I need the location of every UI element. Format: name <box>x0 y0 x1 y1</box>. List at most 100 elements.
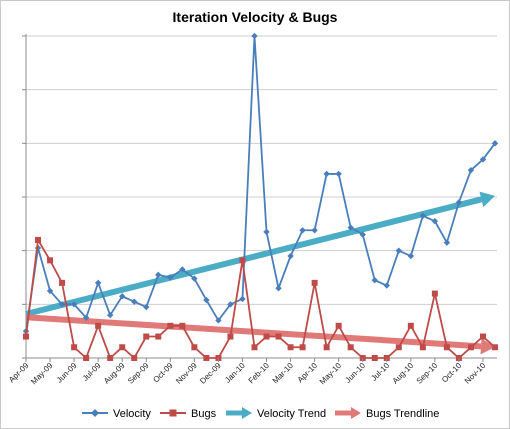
data-point <box>106 311 114 319</box>
data-point <box>227 301 234 308</box>
data-point <box>323 170 330 178</box>
data-point <box>479 333 486 340</box>
data-point <box>155 271 162 279</box>
data-point <box>311 227 318 234</box>
data-point <box>215 317 222 324</box>
data-point <box>107 355 114 361</box>
data-point <box>492 344 498 351</box>
x-tick-label: Apr-10 <box>296 361 320 385</box>
data-point <box>419 212 427 219</box>
data-point <box>347 344 354 351</box>
legend-label: Velocity Trend <box>257 408 326 420</box>
data-point <box>443 239 451 246</box>
x-tick-label: Dec-09 <box>198 361 223 386</box>
data-point <box>203 355 210 361</box>
data-point <box>131 355 138 361</box>
data-point <box>47 257 54 264</box>
data-point <box>94 279 102 287</box>
x-tick-label: Sep-09 <box>126 361 151 386</box>
data-point <box>275 285 282 292</box>
x-tick-label: Jul-09 <box>81 361 103 383</box>
data-point <box>419 344 426 351</box>
data-point <box>299 227 306 234</box>
data-point <box>467 166 475 174</box>
data-point <box>371 355 378 361</box>
series-velocity <box>22 32 499 335</box>
data-point <box>335 322 342 329</box>
x-tick-label: Jul-10 <box>369 361 391 383</box>
legend: Velocity Bugs Velocity Trend Bugs Trendline <box>82 407 439 420</box>
trend-arrow-shaft <box>25 314 482 350</box>
trend-arrow <box>25 314 495 355</box>
data-point <box>203 296 210 304</box>
data-point <box>239 295 246 303</box>
data-point <box>335 170 342 178</box>
series-line <box>25 35 496 332</box>
series-bugs <box>23 236 498 361</box>
data-point <box>467 344 474 351</box>
data-point <box>71 344 78 351</box>
legend-label: Bugs Trendline <box>366 408 439 420</box>
data-point <box>239 257 246 264</box>
data-point <box>455 199 463 206</box>
data-point <box>299 344 306 351</box>
data-point <box>59 279 66 286</box>
x-tick-label: Sep-10 <box>415 361 440 386</box>
axes <box>22 34 497 359</box>
data-point <box>431 217 439 225</box>
x-tick-label: Jun-10 <box>343 361 367 385</box>
legend-label: Bugs <box>191 408 217 420</box>
gridlines <box>26 35 497 305</box>
x-tick-label: Nov-09 <box>174 361 199 386</box>
data-point <box>407 322 414 329</box>
trend-arrow-head <box>479 191 495 208</box>
data-point <box>179 266 186 273</box>
data-point <box>395 247 402 254</box>
data-point <box>58 301 66 308</box>
legend-swatch-head <box>351 407 361 419</box>
data-point <box>155 333 162 340</box>
data-point <box>287 344 294 351</box>
legend-marker <box>91 409 99 417</box>
x-tick-label: Jun-09 <box>55 361 79 385</box>
series-line <box>25 237 496 360</box>
data-point <box>251 32 258 40</box>
data-point <box>491 140 499 147</box>
trend-arrow <box>25 191 495 317</box>
data-point <box>23 333 29 340</box>
x-tick-label: Apr-09 <box>7 361 31 385</box>
data-point <box>227 333 234 340</box>
data-point <box>371 276 378 284</box>
data-point <box>191 275 198 282</box>
data-point <box>131 298 138 305</box>
data-point <box>311 279 318 286</box>
trend-arrow-head <box>480 338 495 355</box>
data-point <box>83 355 90 361</box>
data-point <box>347 224 354 231</box>
data-point <box>263 333 270 340</box>
legend-item: Velocity Trend <box>226 407 326 420</box>
data-point <box>34 244 42 252</box>
data-point <box>35 236 42 243</box>
legend-swatch-head <box>242 407 252 419</box>
data-point <box>251 344 258 351</box>
x-tick-label: May-10 <box>318 361 344 387</box>
legend-item: Velocity <box>82 408 151 420</box>
data-point <box>191 344 198 351</box>
legend-item: Bugs <box>160 408 217 420</box>
data-point <box>143 303 150 311</box>
x-tick-label: Aug-10 <box>391 361 416 386</box>
data-point <box>407 252 415 260</box>
data-point <box>167 322 174 329</box>
data-point <box>119 293 126 300</box>
data-point <box>323 344 330 351</box>
x-tick-label: Jan-10 <box>223 361 247 385</box>
data-point <box>395 344 402 351</box>
data-point <box>263 228 270 236</box>
data-point <box>167 274 174 281</box>
data-point <box>82 314 90 321</box>
x-tick-label: Nov-10 <box>463 361 488 386</box>
data-point <box>287 252 294 260</box>
